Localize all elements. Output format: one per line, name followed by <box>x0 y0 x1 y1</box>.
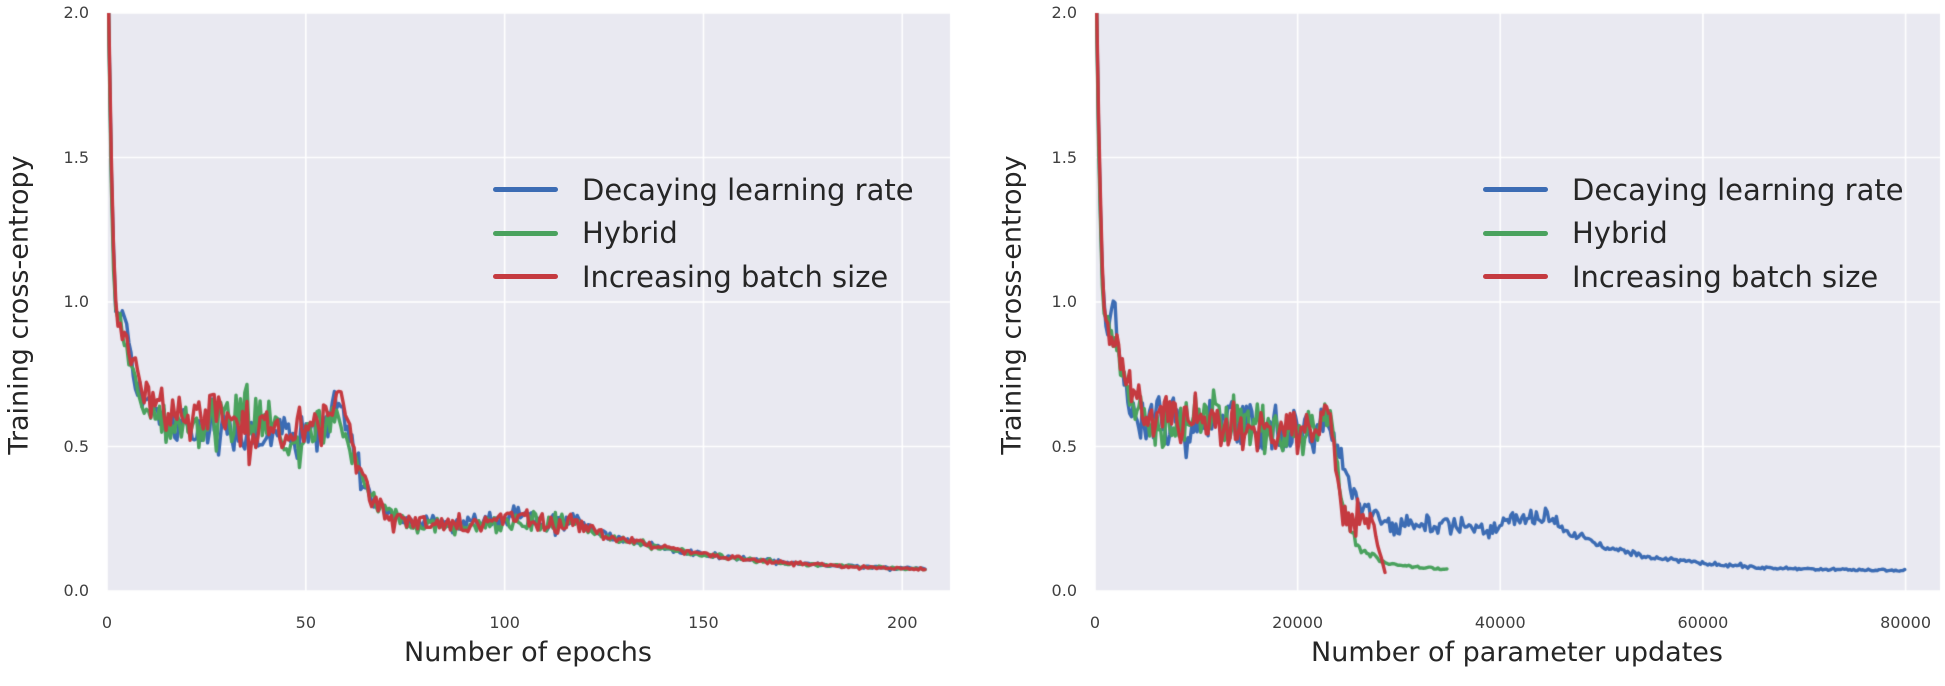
left-x-tick-label: 150 <box>688 613 719 632</box>
legend-label: Hybrid <box>1572 216 1668 251</box>
legend-swatch <box>493 274 558 280</box>
right-legend: Decaying learning rate Hybrid Increasing b… <box>1483 168 1904 299</box>
left-y-tick-label: 2.0 <box>63 3 89 22</box>
left-x-tick-label: 200 <box>887 613 918 632</box>
legend-row: Hybrid <box>493 212 914 256</box>
left-y-tick-label: 0.0 <box>63 581 89 600</box>
right-y-tick-label: 1.0 <box>1051 292 1077 311</box>
legend-swatch <box>1483 274 1548 280</box>
right-y-tick-label: 0.0 <box>1051 581 1077 600</box>
right-x-tick-label: 80000 <box>1880 613 1931 632</box>
legend-row: Increasing batch size <box>1483 255 1904 299</box>
legend-label: Increasing batch size <box>582 259 889 294</box>
legend-label: Decaying learning rate <box>1572 172 1904 207</box>
right-y-tick-label: 1.5 <box>1051 147 1077 167</box>
right-x-tick-label: 40000 <box>1474 613 1526 632</box>
legend-swatch <box>1483 187 1548 193</box>
right-x-axis-title: Number of parameter updates <box>1311 637 1723 668</box>
legend-row: Decaying learning rate <box>493 168 914 212</box>
left-y-tick-label: 0.5 <box>63 436 89 456</box>
left-x-tick-label: 0 <box>101 613 113 632</box>
legend-swatch <box>493 187 558 193</box>
legend-swatch <box>493 230 558 236</box>
left-x-tick-label: 100 <box>489 613 520 632</box>
legend-label: Increasing batch size <box>1572 259 1879 294</box>
legend-row: Hybrid <box>1483 212 1904 256</box>
legend-swatch <box>1483 230 1548 236</box>
right-x-tick-label: 0 <box>1089 613 1101 632</box>
left-legend: Decaying learning rate Hybrid Increasing b… <box>493 168 914 299</box>
left-y-tick-label: 1.0 <box>63 292 89 311</box>
right-x-tick-label: 20000 <box>1272 613 1324 632</box>
left-x-axis-title: Number of epochs <box>404 637 652 668</box>
right-y-tick-label: 2.0 <box>1051 3 1077 22</box>
left-y-tick-label: 1.5 <box>63 147 89 167</box>
legend-label: Hybrid <box>582 216 678 251</box>
right-x-tick-label: 60000 <box>1677 613 1729 632</box>
left-x-tick-label: 50 <box>295 613 316 632</box>
legend-row: Increasing batch size <box>493 255 914 299</box>
legend-label: Decaying learning rate <box>582 172 914 207</box>
legend-row: Decaying learning rate <box>1483 168 1904 212</box>
right-y-tick-label: 0.5 <box>1051 436 1077 456</box>
